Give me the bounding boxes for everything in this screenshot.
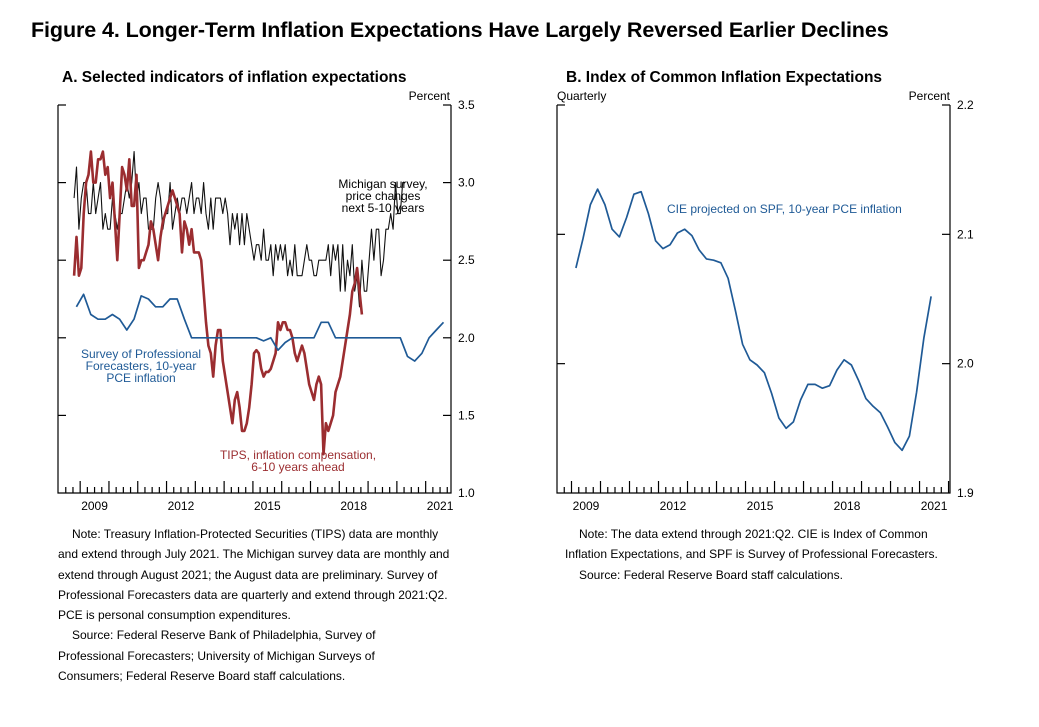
panel-a-unit-label: Percent — [409, 89, 451, 103]
panel-a-title: A. Selected indicators of inflation expe… — [62, 69, 407, 86]
panel-b-frame — [556, 105, 951, 494]
michigan-label-line-2: price changes — [346, 189, 421, 203]
panel-a-note-line-1: Note: Treasury Inflation-Protected Secur… — [72, 527, 439, 541]
x-tick-label: 2015 — [747, 499, 774, 513]
panel-b-frequency-label: Quarterly — [557, 89, 606, 103]
x-tick-label: 2021 — [427, 499, 454, 513]
panel-a-note-line-4: Professional Forecasters data are quarte… — [58, 587, 448, 602]
x-tick-label: 2012 — [660, 499, 687, 513]
series-line-spf — [75, 293, 445, 362]
y-tick-label: 2.1 — [957, 227, 974, 241]
x-tick-label: 2018 — [834, 499, 861, 513]
series-line-michigan — [73, 151, 406, 308]
panel-a-source-line-1: Source: Federal Reserve Bank of Philadel… — [72, 628, 376, 643]
x-tick-label: 2018 — [340, 499, 367, 513]
y-tick-label: 1.5 — [458, 408, 475, 422]
michigan-label-line-1: Michigan survey, — [338, 177, 427, 191]
y-tick-label: 2.5 — [458, 253, 475, 267]
y-tick-label: 1.0 — [458, 486, 475, 500]
y-tick-label: 3.0 — [458, 176, 475, 190]
cie-series-label: CIE projected on SPF, 10-year PCE inflat… — [667, 202, 902, 216]
panel-b-unit-label: Percent — [909, 89, 951, 103]
y-tick-label: 1.9 — [957, 486, 974, 500]
y-tick-label: 2.0 — [957, 357, 974, 371]
panel-a-note-line-2: and extend through July 2021. The Michig… — [58, 547, 450, 562]
panel-b-chart: Quarterly Percent 1.9 2.0 2.1 2.2 2009 2012 2… — [556, 89, 974, 513]
panel-a-notes: Note: Treasury Inflation-Protected Secur… — [58, 524, 478, 686]
panel-b-source-line-1: Source: Federal Reserve Board staff calc… — [579, 567, 843, 582]
spf-label-line-1: Survey of Professional — [81, 347, 201, 361]
y-tick-label: 2.0 — [458, 331, 475, 345]
spf-label-line-2: Forecasters, 10-year — [86, 359, 197, 373]
panel-b-note-line-2: Inflation Expectations, and SPF is Surve… — [565, 547, 938, 562]
x-tick-label: 2009 — [81, 499, 108, 513]
x-tick-label: 2015 — [254, 499, 281, 513]
series-line-tips — [72, 150, 364, 456]
x-tick-label: 2012 — [168, 499, 195, 513]
figure-title: Figure 4. Longer-Term Inflation Expectat… — [31, 18, 889, 42]
series-line-cie — [575, 188, 932, 452]
panel-a-frame — [57, 105, 452, 494]
panel-b-notes: Note: The data extend through 2021:Q2. C… — [565, 524, 985, 585]
panel-a-chart: Percent 1.0 1.5 2.0 2.5 3.0 3.5 2009 2012 2015 2… — [57, 89, 475, 513]
panel-b-title: B. Index of Common Inflation Expectation… — [566, 69, 883, 86]
x-tick-label: 2021 — [921, 499, 948, 513]
tips-label-line-1: TIPS, inflation compensation, — [220, 448, 376, 462]
x-tick-label: 2009 — [573, 499, 600, 513]
panel-a-note-line-5: PCE is personal consumption expenditures… — [58, 608, 291, 623]
tips-label-line-2: 6-10 years ahead — [251, 460, 344, 474]
panel-b-note-line-1: Note: The data extend through 2021:Q2. C… — [579, 527, 928, 541]
y-tick-label: 3.5 — [458, 98, 475, 112]
spf-label-line-3: PCE inflation — [106, 371, 175, 385]
panel-a-note-line-3: extend through August 2021; the August d… — [58, 567, 438, 582]
y-tick-label: 2.2 — [957, 98, 974, 112]
panel-a-source-line-3: Consumers; Federal Reserve Board staff c… — [58, 669, 346, 684]
panel-a-source-line-2: Professional Forecasters; University of … — [58, 648, 375, 663]
michigan-label-line-3: next 5-10 years — [342, 201, 425, 215]
